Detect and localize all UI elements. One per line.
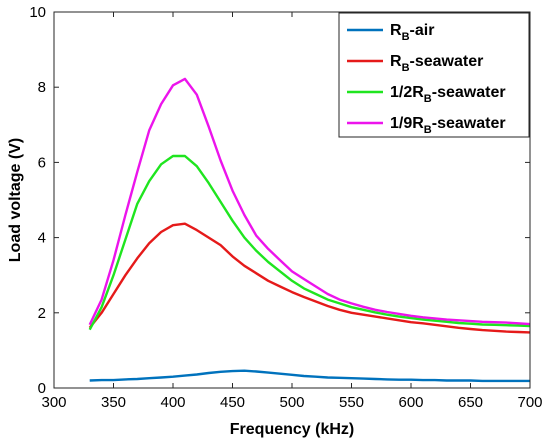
y-tick-label: 4 (38, 230, 46, 247)
legend-box (338, 12, 530, 138)
x-tick-label: 500 (279, 394, 304, 411)
legend-entry-main: 1/2R (390, 84, 424, 101)
x-tick-label: 600 (398, 394, 423, 411)
y-tick-label: 0 (38, 380, 46, 397)
legend-entry-main: R (390, 22, 402, 39)
legend-entry-rest: -seawater (410, 53, 484, 70)
series-line-3 (88, 77, 531, 326)
legend-entry: 1/9RB-seawater (390, 115, 506, 136)
y-tick-label: 8 (38, 79, 46, 96)
y-axis-label: Load voltage (V) (7, 138, 24, 262)
x-tick-label: 350 (101, 394, 126, 411)
legend-entry-subscript: B (424, 93, 432, 105)
series-line-0 (89, 369, 530, 383)
legend-entry-main: 1/9R (390, 115, 424, 132)
x-tick-label: 450 (220, 394, 245, 411)
y-tick-label: 10 (29, 4, 46, 21)
legend-entry-rest: -seawater (432, 84, 506, 101)
legend: RB-airRB-seawater1/2RB-seawater1/9RB-sea… (338, 12, 530, 138)
x-tick-label: 400 (160, 394, 185, 411)
series-line-1 (88, 222, 531, 334)
legend-entry: 1/2RB-seawater (390, 84, 506, 105)
x-axis-label: Frequency (kHz) (230, 421, 354, 438)
x-tick-label: 700 (517, 394, 542, 411)
legend-entry: RB-air (390, 22, 434, 43)
legend-entry-main: R (390, 53, 402, 70)
legend-entry-rest: -seawater (432, 115, 506, 132)
legend-entry-rest: -air (410, 22, 435, 39)
series-line-2 (88, 154, 531, 331)
legend-entry-subscript: B (424, 124, 432, 136)
x-tick-label: 300 (41, 394, 66, 411)
x-tick-label: 650 (458, 394, 483, 411)
y-tick-label: 6 (38, 154, 46, 171)
legend-entry: RB-seawater (390, 53, 483, 74)
legend-entry-subscript: B (402, 31, 410, 43)
x-tick-label: 550 (339, 394, 364, 411)
series-layer (88, 77, 531, 383)
axis-ticks: 300 350 400 450 500 550 600 650 700 0 2 4 6 8 10 (29, 4, 542, 411)
y-tick-label: 2 (38, 305, 46, 322)
legend-entry-subscript: B (402, 62, 410, 74)
